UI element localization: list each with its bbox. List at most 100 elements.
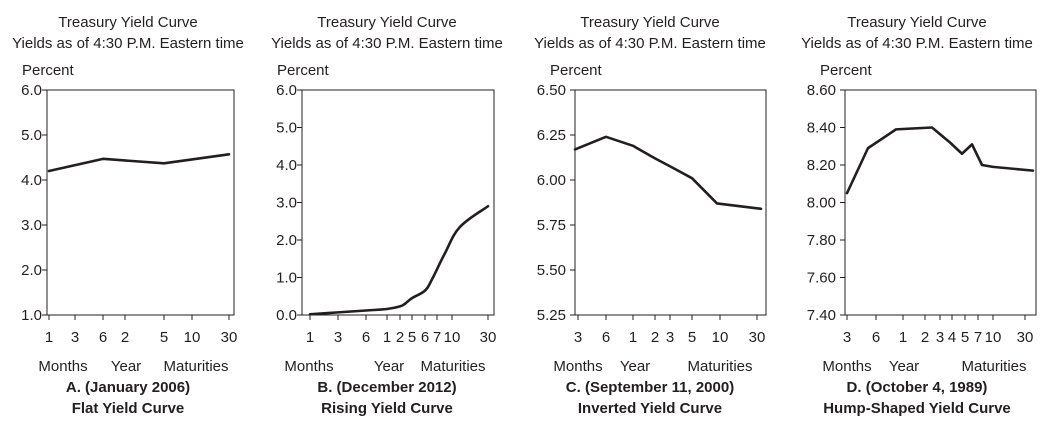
x-tick-label: 7 xyxy=(974,329,982,346)
x-axis-caption: Months xyxy=(284,358,333,375)
panel-caption-date: B. (December 2012) xyxy=(317,379,456,396)
x-axis-caption: Months xyxy=(38,358,87,375)
chart-panel-4: Treasury Yield Curve Yields as of 4:30 P.… xyxy=(801,14,1037,417)
x-axis-caption: Months xyxy=(553,358,602,375)
x-tick-label: 2 xyxy=(121,329,129,346)
x-tick-label: 5 xyxy=(160,329,168,346)
x-tick-label: 3 xyxy=(574,329,582,346)
plot-frame xyxy=(844,89,1037,316)
y-tick-label: 7.40 xyxy=(807,307,836,324)
x-tick-label: 3 xyxy=(936,329,944,346)
panel-caption-type: Rising Yield Curve xyxy=(321,400,453,417)
x-tick-label: 3 xyxy=(334,329,342,346)
y-tick-label: 3.0 xyxy=(21,217,42,234)
panel-caption-date: D. (October 4, 1989) xyxy=(847,379,988,396)
x-tick-label: 5 xyxy=(961,329,969,346)
y-tick-label: 6.00 xyxy=(537,172,566,189)
x-tick-label: 30 xyxy=(1017,329,1034,346)
y-tick-label: 5.0 xyxy=(276,120,297,137)
y-tick-label: 7.80 xyxy=(807,232,836,249)
x-tick-label: 10 xyxy=(184,329,201,346)
x-tick-label: 2 xyxy=(921,329,929,346)
y-tick-label: 1.0 xyxy=(21,307,42,324)
y-tick-label: 3.0 xyxy=(276,195,297,212)
y-tick-label: 5.25 xyxy=(537,307,566,324)
chart-title: Treasury Yield Curve xyxy=(317,14,457,31)
panel-caption-date: C. (September 11, 2000) xyxy=(566,379,734,396)
chart-panel-3: Treasury Yield Curve Yields as of 4:30 P.… xyxy=(534,14,767,417)
x-tick-label: 10 xyxy=(985,329,1002,346)
x-tick-label: 6 xyxy=(421,329,429,346)
yield-curve-line xyxy=(845,126,1035,195)
x-tick-label: 1 xyxy=(306,329,314,346)
x-tick-label: 1 xyxy=(383,329,391,346)
chart-panel-1: Treasury Yield Curve Yields as of 4:30 P.… xyxy=(12,14,244,417)
x-tick-label: 2 xyxy=(396,329,404,346)
chart-subtitle: Yields as of 4:30 P.M. Eastern time xyxy=(534,35,766,52)
yield-curve-line xyxy=(308,204,490,316)
y-axis-label: Percent xyxy=(550,62,603,79)
chart-title: Treasury Yield Curve xyxy=(847,14,987,31)
y-tick-label: 2.0 xyxy=(21,262,42,279)
y-tick-label: 1.0 xyxy=(276,270,297,287)
x-tick-label: 5 xyxy=(408,329,416,346)
x-tick-label: 1 xyxy=(629,329,637,346)
plot-frame xyxy=(46,89,235,316)
panel-caption-type: Flat Yield Curve xyxy=(72,400,185,417)
x-axis-caption: Year xyxy=(111,358,141,375)
panel-caption-type: Inverted Yield Curve xyxy=(578,400,722,417)
y-tick-label: 5.75 xyxy=(537,217,566,234)
x-tick-label: 6 xyxy=(602,329,610,346)
y-tick-label: 4.0 xyxy=(21,172,42,189)
chart-subtitle: Yields as of 4:30 P.M. Eastern time xyxy=(271,35,503,52)
y-tick-label: 8.00 xyxy=(807,195,836,212)
y-tick-label: 6.0 xyxy=(276,82,297,99)
x-axis-caption: Year xyxy=(620,358,650,375)
x-tick-label: 10 xyxy=(712,329,729,346)
y-tick-label: 2.0 xyxy=(276,232,297,249)
x-tick-label: 3 xyxy=(843,329,851,346)
x-tick-label: 30 xyxy=(221,329,238,346)
x-tick-label: 30 xyxy=(480,329,497,346)
chart-subtitle: Yields as of 4:30 P.M. Eastern time xyxy=(801,35,1033,52)
yield-curve-line xyxy=(47,153,231,173)
yield-curve-line xyxy=(573,135,763,211)
y-axis-label: Percent xyxy=(820,62,873,79)
x-tick-label: 30 xyxy=(749,329,766,346)
y-tick-label: 6.0 xyxy=(21,82,42,99)
x-tick-label: 1 xyxy=(899,329,907,346)
y-axis-label: Percent xyxy=(22,62,75,79)
x-tick-label: 5 xyxy=(688,329,696,346)
x-tick-label: 6 xyxy=(362,329,370,346)
x-tick-label: 6 xyxy=(99,329,107,346)
x-tick-label: 2 xyxy=(651,329,659,346)
y-axis-label: Percent xyxy=(277,62,330,79)
x-axis-caption: Year xyxy=(374,358,404,375)
x-axis-caption: Year xyxy=(889,358,919,375)
y-tick-label: 6.50 xyxy=(537,82,566,99)
y-tick-label: 5.0 xyxy=(21,127,42,144)
y-tick-label: 8.60 xyxy=(807,82,836,99)
plot-frame xyxy=(301,89,495,316)
y-tick-label: 8.20 xyxy=(807,157,836,174)
panel-caption-type: Hump-Shaped Yield Curve xyxy=(823,400,1011,417)
chart-title: Treasury Yield Curve xyxy=(58,14,198,31)
chart-title: Treasury Yield Curve xyxy=(580,14,720,31)
y-tick-label: 7.60 xyxy=(807,270,836,287)
chart-subtitle: Yields as of 4:30 P.M. Eastern time xyxy=(12,35,244,52)
x-tick-label: 7 xyxy=(433,329,441,346)
y-tick-label: 8.40 xyxy=(807,120,836,137)
x-axis-caption: Maturities xyxy=(163,358,228,375)
chart-panel-2: Treasury Yield Curve Yields as of 4:30 P.… xyxy=(271,14,503,417)
x-axis-caption: Maturities xyxy=(687,358,752,375)
y-tick-label: 5.50 xyxy=(537,262,566,279)
y-tick-label: 6.25 xyxy=(537,127,566,144)
x-tick-label: 4 xyxy=(948,329,956,346)
y-tick-label: 0.0 xyxy=(276,307,297,324)
x-axis-caption: Maturities xyxy=(961,358,1026,375)
x-axis-caption: Months xyxy=(822,358,871,375)
x-tick-label: 1 xyxy=(45,329,53,346)
x-tick-label: 3 xyxy=(666,329,674,346)
plot-frame xyxy=(574,89,767,316)
